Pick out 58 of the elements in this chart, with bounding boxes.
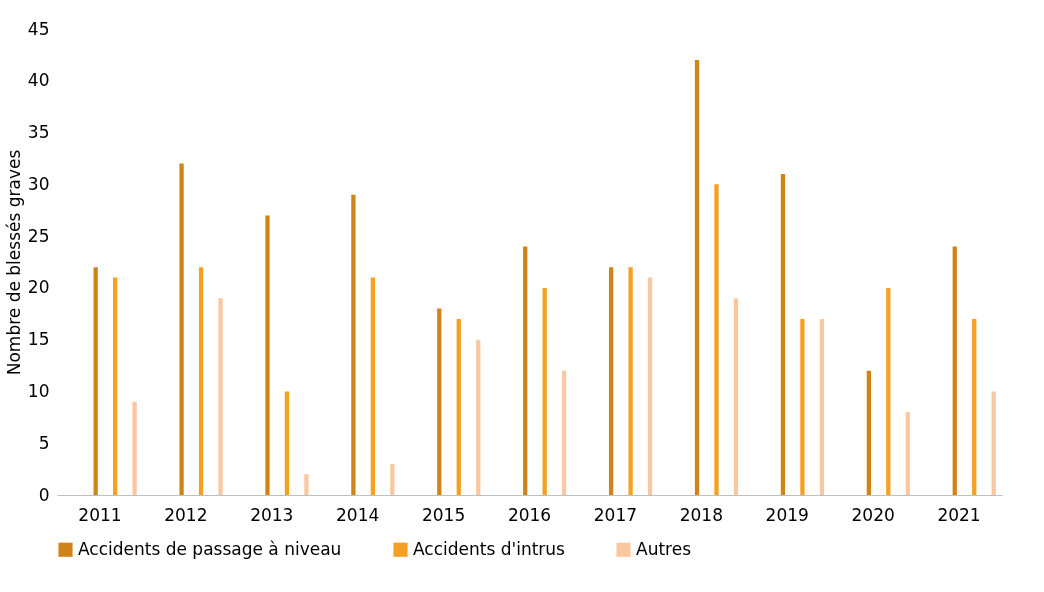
y-tick-label: 30 [27, 173, 50, 194]
legend-label: Autres [636, 538, 692, 559]
bar [284, 391, 290, 495]
y-tick-label: 20 [27, 277, 50, 298]
x-tick-label: 2013 [250, 504, 294, 525]
bar [304, 474, 309, 495]
y-axis-title: Nombre de blessés graves [3, 149, 24, 376]
y-tick-label: 0 [38, 484, 50, 505]
x-tick-label: 2012 [164, 504, 208, 525]
x-tick-label: 2020 [851, 504, 895, 525]
y-tick-label: 25 [27, 225, 50, 246]
x-tick-label: 2014 [336, 504, 380, 525]
y-tick-label: 15 [27, 329, 50, 350]
x-tick-label: 2011 [78, 504, 122, 525]
bar [179, 163, 184, 495]
bar [608, 267, 614, 495]
x-tick-label: 2021 [937, 504, 981, 525]
bar [905, 412, 910, 495]
bar [991, 391, 996, 495]
bar [198, 267, 204, 495]
bar [390, 463, 395, 495]
y-tick-label: 45 [27, 18, 50, 39]
bar [628, 267, 633, 495]
bar [886, 287, 891, 495]
bar [218, 298, 223, 495]
bar [647, 277, 653, 495]
bar [476, 339, 481, 495]
bar [132, 401, 137, 495]
bar [456, 318, 461, 495]
bar [733, 298, 739, 495]
x-tick-label: 2019 [765, 504, 809, 525]
bar [113, 277, 118, 495]
bar [542, 287, 547, 495]
x-tick-label: 2015 [421, 504, 466, 525]
y-tick-label: 35 [27, 122, 50, 143]
bar [93, 267, 98, 495]
bar [523, 246, 528, 495]
bar [694, 60, 700, 495]
bar [780, 173, 786, 495]
bar [265, 215, 270, 495]
y-tick-label: 10 [27, 380, 50, 401]
bar [972, 318, 977, 495]
bar [370, 277, 376, 495]
legend-label: Accidents d'intrus [413, 538, 566, 559]
x-tick-label: 2017 [593, 504, 638, 525]
y-tick-label: 40 [27, 70, 50, 91]
y-tick-label: 5 [38, 432, 50, 453]
bar [437, 308, 442, 495]
bar [562, 370, 567, 495]
bar [819, 318, 825, 495]
bar [351, 194, 356, 495]
x-tick-label: 2016 [507, 504, 552, 525]
bar [714, 184, 719, 495]
bar [800, 318, 805, 495]
bar [952, 246, 957, 495]
bar [866, 370, 871, 495]
legend-label: Accidents de passage à niveau [78, 538, 342, 559]
x-tick-label: 2018 [679, 504, 723, 525]
